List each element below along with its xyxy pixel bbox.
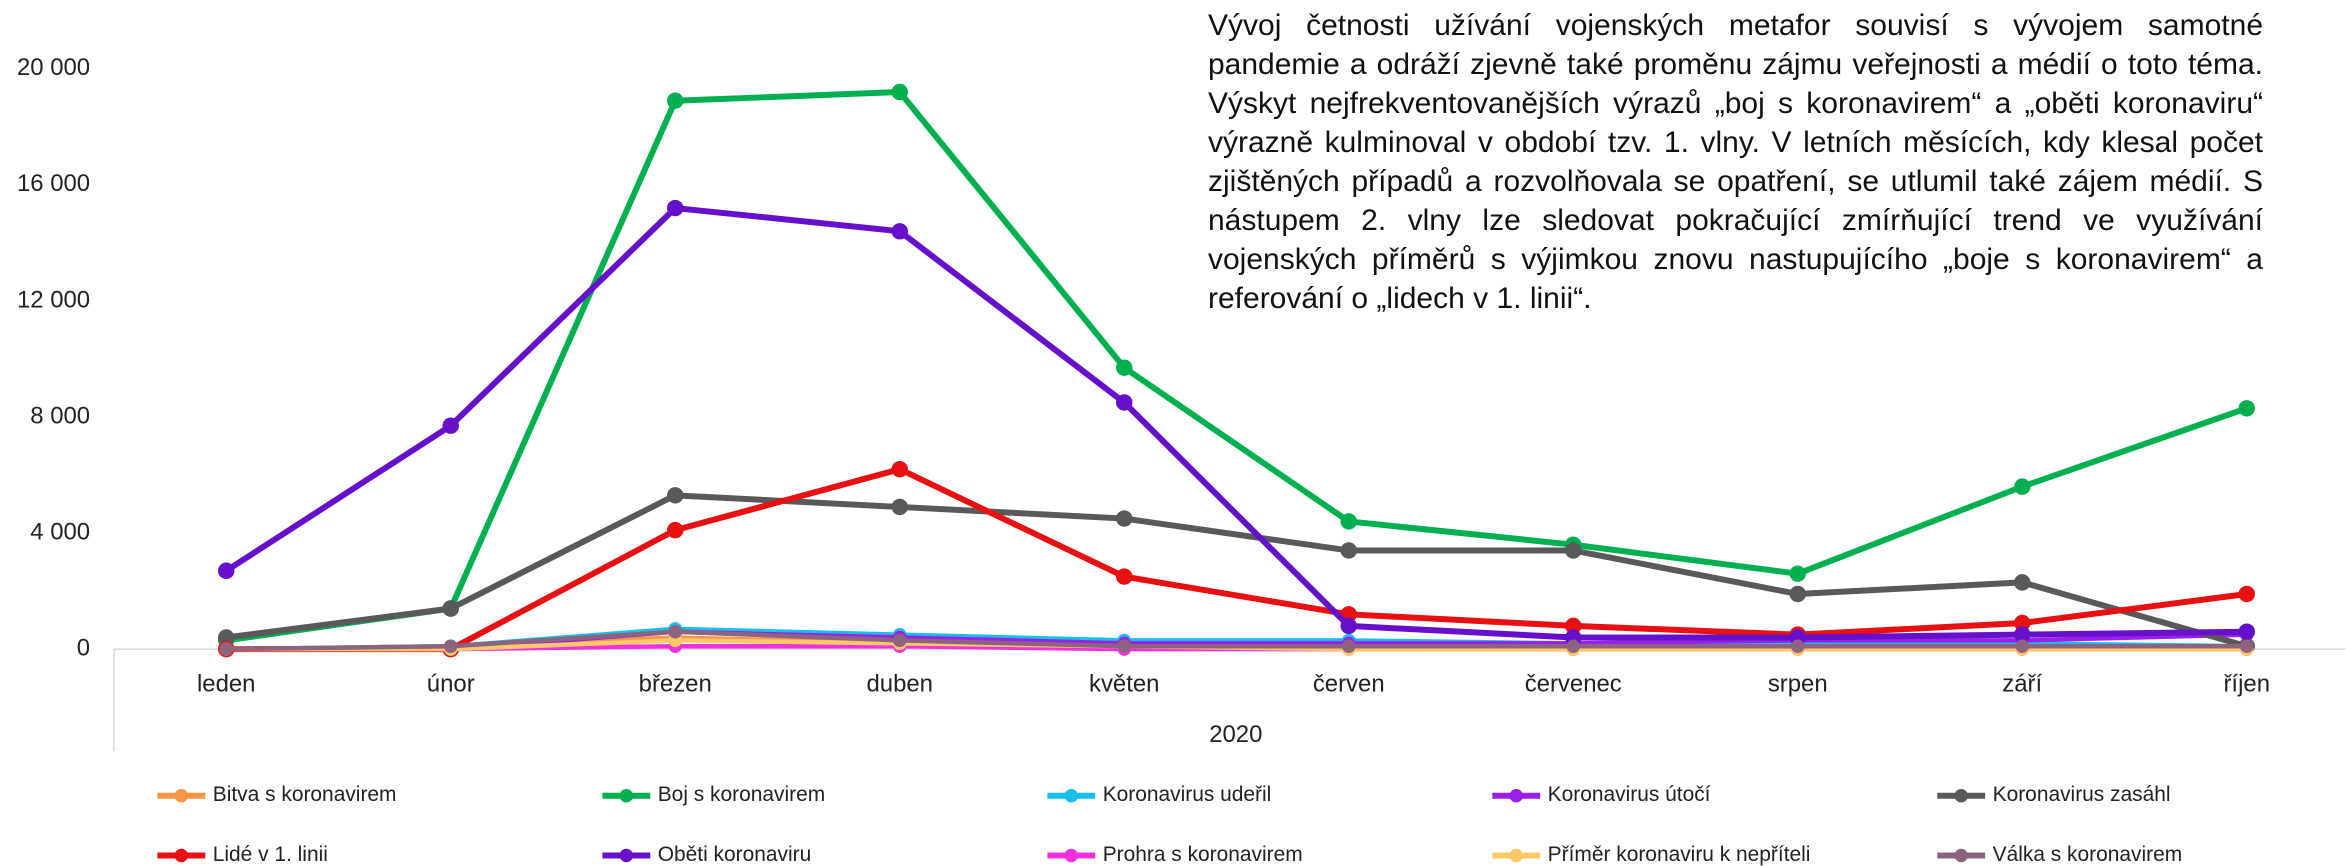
legend-marker — [174, 788, 189, 803]
x-tick-label: únor — [427, 670, 475, 697]
point — [1340, 513, 1357, 530]
legend-marker — [1064, 848, 1079, 863]
point — [667, 199, 684, 217]
point — [891, 460, 908, 478]
legend-label: Koronavirus zasáhl — [1993, 783, 2171, 806]
point — [2014, 614, 2031, 632]
point — [1116, 394, 1133, 411]
series-line — [225, 89, 2248, 644]
point — [2014, 626, 2031, 643]
point — [442, 600, 459, 617]
point — [1340, 542, 1357, 559]
legend-label: Boj s koronavirem — [658, 783, 825, 806]
legend-label: Bitva s koronavirem — [213, 783, 397, 806]
annotation: Vývoj četnosti užívání vojenských metafo… — [1208, 9, 2263, 315]
point — [2238, 623, 2255, 640]
legend-marker — [1954, 848, 1968, 863]
legend-label: Lidé v 1. linii — [213, 843, 328, 866]
point — [218, 629, 235, 646]
legend-label: Válka s koronavirem — [1993, 843, 2183, 866]
legend-marker — [619, 848, 634, 863]
y-tick-label: 12 000 — [17, 286, 90, 313]
point — [667, 92, 684, 109]
legend-label: Oběti koronaviru — [658, 843, 812, 866]
series-line — [225, 492, 2248, 650]
y-tick-label: 0 — [77, 634, 90, 661]
point — [1565, 542, 1582, 559]
point — [219, 642, 233, 656]
point — [1566, 639, 1580, 653]
point — [891, 83, 908, 101]
x-tick-label: září — [2002, 670, 2042, 697]
point — [1789, 585, 1806, 603]
point — [2014, 574, 2031, 591]
point — [668, 624, 682, 639]
point — [1342, 639, 1356, 653]
x-tick-label: srpen — [1768, 670, 1828, 697]
legend-label: Koronavirus udeřil — [1103, 783, 1272, 806]
legend-marker — [174, 848, 189, 863]
x-axis-title: 2020 — [1209, 721, 1262, 748]
point — [667, 487, 684, 504]
series-line — [226, 629, 2247, 652]
legend-marker — [1509, 848, 1523, 863]
y-tick-label: 20 000 — [17, 54, 90, 81]
point — [2014, 478, 2031, 495]
legend-marker — [1509, 788, 1523, 803]
point — [1791, 639, 1805, 653]
point — [2238, 585, 2255, 603]
point — [1340, 617, 1357, 635]
point — [1789, 565, 1806, 582]
y-tick-label: 4 000 — [30, 518, 90, 545]
x-tick-label: březen — [639, 670, 712, 697]
point — [218, 562, 235, 580]
point — [1116, 510, 1133, 527]
point — [2015, 639, 2029, 653]
x-tick-label: květen — [1089, 670, 1159, 697]
point — [667, 521, 684, 539]
point — [891, 223, 908, 240]
point — [2240, 639, 2254, 653]
legend-marker — [1954, 788, 1968, 803]
y-tick-label: 16 000 — [17, 170, 90, 197]
point — [2238, 400, 2255, 417]
x-tick-label: červen — [1313, 670, 1385, 697]
x-tick-label: leden — [197, 670, 256, 697]
point — [1116, 568, 1133, 585]
x-tick-label: duben — [866, 670, 933, 697]
point — [444, 639, 458, 653]
series-line — [224, 205, 2247, 641]
legend-label: Koronavirus útočí — [1548, 783, 1711, 806]
x-tick-label: říjen — [2223, 670, 2270, 697]
series-line — [226, 466, 2248, 653]
legend-marker — [1064, 788, 1079, 803]
y-tick-label: 8 000 — [30, 402, 90, 429]
point — [1117, 639, 1131, 653]
point — [893, 633, 907, 648]
legend-label: Prohra s koronavirem — [1103, 843, 1303, 866]
legend-marker — [619, 788, 634, 803]
point — [442, 417, 459, 434]
point — [1116, 359, 1133, 376]
point — [891, 498, 908, 516]
legend-label: Příměr koronaviru k nepříteli — [1548, 843, 1811, 866]
x-tick-label: červenec — [1525, 670, 1622, 697]
point — [1565, 617, 1582, 635]
